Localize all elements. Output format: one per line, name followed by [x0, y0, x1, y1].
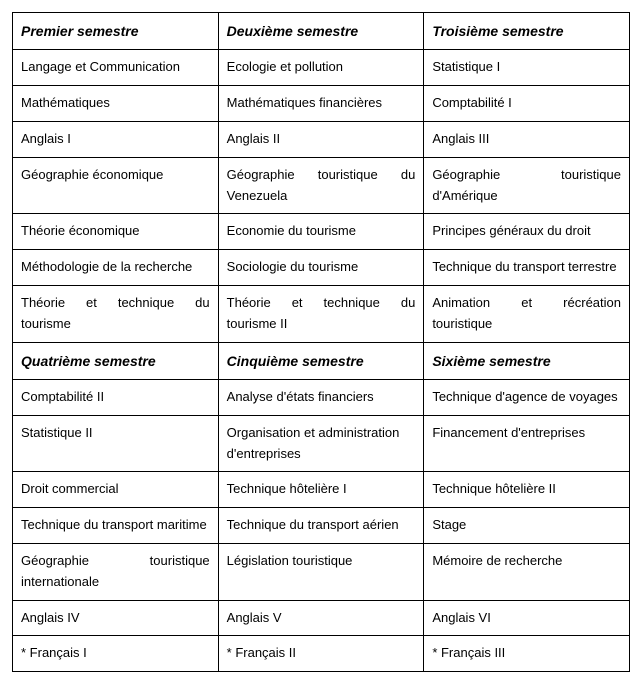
table-cell: Sociologie du tourisme: [218, 250, 424, 286]
table-cell: Technique du transport aérien: [218, 508, 424, 544]
table-cell: Stage: [424, 508, 630, 544]
table-cell: Théorie économique: [13, 214, 219, 250]
table-cell: Langage et Communication: [13, 50, 219, 86]
table-body: Premier semestreDeuxième semestreTroisiè…: [13, 13, 630, 672]
table-row: Technique du transport maritimeTechnique…: [13, 508, 630, 544]
table-cell: Méthodologie de la recherche: [13, 250, 219, 286]
table-cell: Technique hôtelière II: [424, 472, 630, 508]
table-cell: Géographie touristique du Venezuela: [218, 157, 424, 214]
table-row: Anglais IVAnglais VAnglais VI: [13, 600, 630, 636]
table-row: Langage et CommunicationEcologie et poll…: [13, 50, 630, 86]
semester-table: Premier semestreDeuxième semestreTroisiè…: [12, 12, 630, 672]
table-header-cell: Sixième semestre: [424, 342, 630, 379]
table-cell: Géographie touristique d'Amérique: [424, 157, 630, 214]
table-cell: Animation et récréation touristique: [424, 285, 630, 342]
table-cell: Anglais VI: [424, 600, 630, 636]
table-row: * Français I* Français II* Français III: [13, 636, 630, 672]
table-cell: Comptabilité I: [424, 86, 630, 122]
table-row: Comptabilité IIAnalyse d'états financier…: [13, 379, 630, 415]
table-row: Premier semestreDeuxième semestreTroisiè…: [13, 13, 630, 50]
table-cell: Anglais IV: [13, 600, 219, 636]
table-cell: Géographie économique: [13, 157, 219, 214]
table-cell: Technique d'agence de voyages: [424, 379, 630, 415]
table-cell: Technique du transport maritime: [13, 508, 219, 544]
table-cell: Anglais II: [218, 121, 424, 157]
table-header-cell: Quatrième semestre: [13, 342, 219, 379]
table-cell: Mémoire de recherche: [424, 543, 630, 600]
table-cell: Technique du transport terrestre: [424, 250, 630, 286]
table-row: MathématiquesMathématiques financièresCo…: [13, 86, 630, 122]
table-row: Théorie économiqueEconomie du tourismePr…: [13, 214, 630, 250]
table-cell: Anglais I: [13, 121, 219, 157]
table-cell: Anglais III: [424, 121, 630, 157]
table-row: Méthodologie de la rechercheSociologie d…: [13, 250, 630, 286]
table-row: Géographie économiqueGéographie touristi…: [13, 157, 630, 214]
table-cell: Théorie et technique du tourisme II: [218, 285, 424, 342]
table-cell: Droit commercial: [13, 472, 219, 508]
table-cell: Théorie et technique du tourisme: [13, 285, 219, 342]
table-row: Anglais IAnglais IIAnglais III: [13, 121, 630, 157]
table-cell: * Français I: [13, 636, 219, 672]
table-header-cell: Troisième semestre: [424, 13, 630, 50]
table-row: Droit commercialTechnique hôtelière ITec…: [13, 472, 630, 508]
table-cell: * Français II: [218, 636, 424, 672]
table-cell: Législation touristique: [218, 543, 424, 600]
table-header-cell: Deuxième semestre: [218, 13, 424, 50]
table-cell: Economie du tourisme: [218, 214, 424, 250]
table-cell: Statistique II: [13, 415, 219, 472]
table-row: Théorie et technique du tourismeThéorie …: [13, 285, 630, 342]
table-header-cell: Cinquième semestre: [218, 342, 424, 379]
table-cell: Géographie touristique internationale: [13, 543, 219, 600]
table-cell: Statistique I: [424, 50, 630, 86]
table-row: Géographie touristique internationaleLég…: [13, 543, 630, 600]
table-cell: Mathématiques: [13, 86, 219, 122]
table-row: Statistique IIOrganisation et administra…: [13, 415, 630, 472]
table-cell: Comptabilité II: [13, 379, 219, 415]
table-header-cell: Premier semestre: [13, 13, 219, 50]
table-cell: Ecologie et pollution: [218, 50, 424, 86]
table-cell: Analyse d'états financiers: [218, 379, 424, 415]
table-row: Quatrième semestreCinquième semestreSixi…: [13, 342, 630, 379]
table-cell: * Français III: [424, 636, 630, 672]
table-cell: Mathématiques financières: [218, 86, 424, 122]
table-cell: Organisation et administration d'entrepr…: [218, 415, 424, 472]
table-cell: Technique hôtelière I: [218, 472, 424, 508]
table-cell: Principes généraux du droit: [424, 214, 630, 250]
table-cell: Financement d'entreprises: [424, 415, 630, 472]
table-cell: Anglais V: [218, 600, 424, 636]
